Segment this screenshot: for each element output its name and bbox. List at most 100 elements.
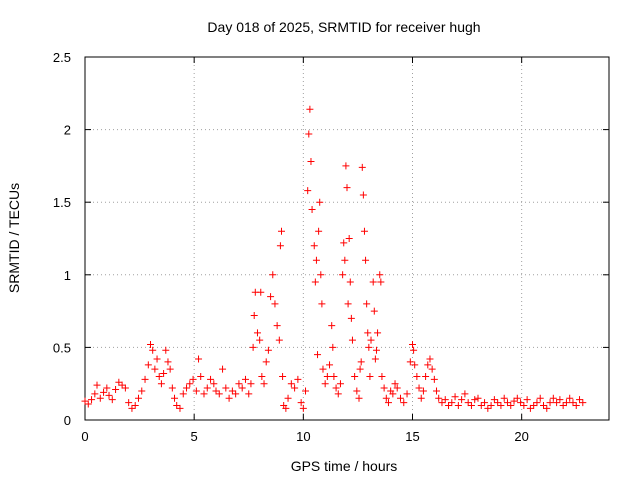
data-point <box>297 399 305 407</box>
data-point <box>141 375 149 383</box>
data-point <box>424 361 432 369</box>
data-point <box>359 191 367 199</box>
data-point <box>372 346 380 354</box>
data-point <box>363 300 371 308</box>
data-point <box>435 394 443 402</box>
data-point <box>219 365 227 373</box>
x-tick-label: 5 <box>191 429 198 444</box>
data-point <box>413 372 421 380</box>
data-point <box>382 394 390 402</box>
data-point <box>526 404 534 412</box>
data-point <box>362 256 370 264</box>
data-point <box>329 343 337 351</box>
x-tick-label: 15 <box>405 429 419 444</box>
data-point <box>108 396 116 404</box>
data-point <box>166 365 174 373</box>
data-point <box>559 401 567 409</box>
data-point <box>410 346 418 354</box>
data-point <box>310 242 318 250</box>
data-point <box>312 256 320 264</box>
data-point <box>186 380 194 388</box>
data-point <box>305 130 313 138</box>
data-point <box>569 399 577 407</box>
data-point <box>336 380 344 388</box>
data-point <box>566 394 574 402</box>
data-point <box>238 384 246 392</box>
data-point <box>225 394 233 402</box>
data-point <box>192 387 200 395</box>
data-point <box>307 158 315 166</box>
data-point <box>448 399 456 407</box>
x-axis-label: GPS time / hours <box>291 458 398 474</box>
data-point <box>428 365 436 373</box>
data-point <box>304 187 312 195</box>
data-point <box>357 358 365 366</box>
data-point <box>253 329 261 337</box>
data-point <box>366 372 374 380</box>
data-point <box>157 380 165 388</box>
y-axis-label: SRMTID / TECUs <box>6 183 22 293</box>
y-tick-label: 2.5 <box>53 50 71 65</box>
data-point <box>284 394 292 402</box>
data-point <box>454 401 462 409</box>
data-point <box>131 401 139 409</box>
data-point <box>393 384 401 392</box>
data-point <box>369 278 377 286</box>
data-point <box>365 343 373 351</box>
data-point <box>374 329 382 337</box>
data-point <box>215 390 223 398</box>
data-point <box>533 399 541 407</box>
data-point <box>380 384 388 392</box>
data-point <box>183 384 191 392</box>
data-points <box>81 105 587 412</box>
data-point <box>572 401 580 409</box>
data-point <box>553 399 561 407</box>
data-point <box>330 372 338 380</box>
data-point <box>321 380 329 388</box>
data-point <box>256 336 264 344</box>
data-point <box>334 390 342 398</box>
x-tick-label: 0 <box>81 429 88 444</box>
data-point <box>311 278 319 286</box>
data-point <box>411 361 419 369</box>
data-point <box>212 387 220 395</box>
data-point <box>481 399 489 407</box>
data-point <box>409 340 416 348</box>
data-point <box>144 361 152 369</box>
data-point <box>232 390 240 398</box>
data-point <box>341 256 349 264</box>
data-point <box>441 396 449 404</box>
data-point <box>351 372 359 380</box>
data-point <box>371 355 379 363</box>
grid-lines <box>85 57 609 420</box>
data-point <box>433 387 441 395</box>
data-point <box>484 404 492 412</box>
data-point <box>406 358 414 366</box>
data-point <box>332 384 340 392</box>
data-point <box>471 396 479 404</box>
data-point <box>179 390 187 398</box>
data-point <box>247 380 255 388</box>
data-point <box>271 300 279 308</box>
data-point <box>168 384 176 392</box>
data-point <box>458 396 466 404</box>
data-point <box>536 394 544 402</box>
data-point <box>474 394 482 402</box>
data-point <box>241 375 249 383</box>
data-point <box>403 390 411 398</box>
data-point <box>189 375 197 383</box>
axis-ticks: 0 0.5 1 1.5 2 2.5 0 5 10 15 20 <box>53 50 609 444</box>
data-point <box>323 372 331 380</box>
y-tick-label: 2 <box>64 123 71 138</box>
data-point <box>378 372 386 380</box>
y-tick-label: 1 <box>64 268 71 283</box>
data-point <box>112 386 120 394</box>
data-point <box>100 388 108 396</box>
data-point <box>273 322 281 330</box>
data-point <box>245 390 253 398</box>
data-point <box>81 397 89 405</box>
data-point <box>353 387 361 395</box>
data-point <box>579 399 587 407</box>
data-point <box>118 381 126 389</box>
